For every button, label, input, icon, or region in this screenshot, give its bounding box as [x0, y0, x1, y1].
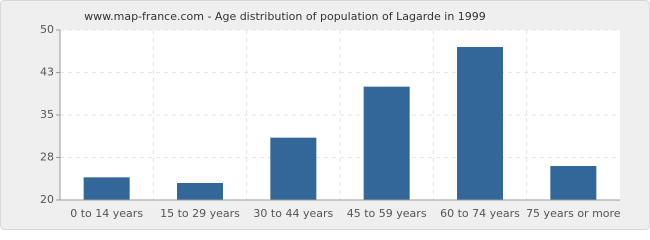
- x-tick-label: 0 to 14 years: [70, 207, 143, 220]
- y-tick-label: 50: [40, 23, 54, 36]
- bar: [457, 47, 503, 200]
- x-tick-label: 45 to 59 years: [347, 207, 427, 220]
- page: {"chart_data": {"type": "bar", "title": …: [0, 0, 650, 230]
- y-tick-label: 35: [40, 108, 54, 121]
- x-tick-label: 15 to 29 years: [160, 207, 240, 220]
- bar: [177, 183, 223, 200]
- bar: [270, 137, 317, 200]
- y-tick-label: 28: [40, 151, 54, 164]
- bar: [363, 86, 410, 200]
- x-tick-label: 60 to 74 years: [440, 207, 520, 220]
- chart-title: www.map-france.com - Age distribution of…: [84, 10, 486, 23]
- bar: [83, 177, 130, 200]
- x-tick-label: 30 to 44 years: [253, 207, 333, 220]
- chart: www.map-france.com - Age distribution of…: [0, 0, 650, 230]
- bar: [550, 166, 597, 200]
- y-tick-label: 43: [40, 66, 54, 79]
- x-tick-label: 75 years or more: [526, 207, 621, 220]
- y-tick-label: 20: [40, 193, 54, 206]
